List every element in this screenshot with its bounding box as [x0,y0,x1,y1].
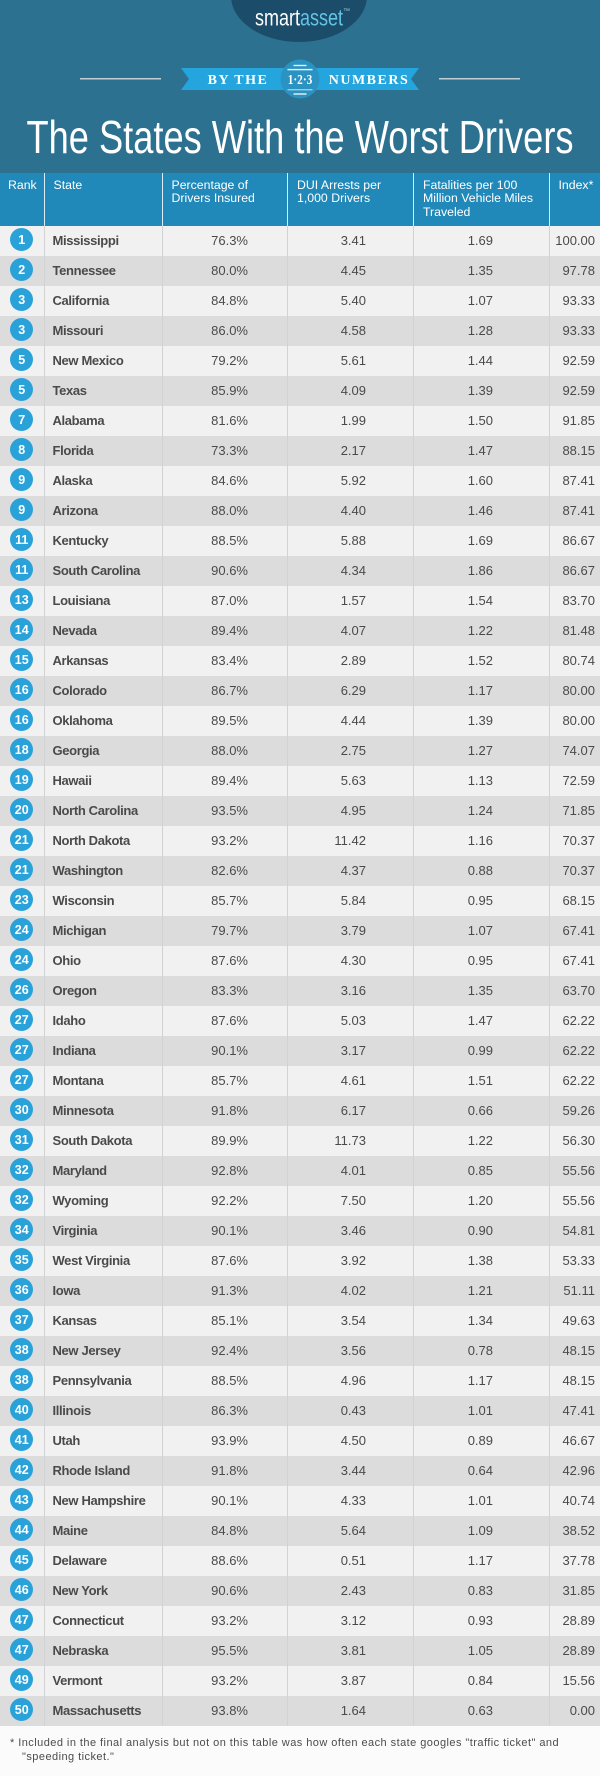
svg-text:1·2·3: 1·2·3 [288,73,313,88]
svg-text:The States With the Worst Driv: The States With the Worst Drivers [27,111,574,163]
svg-text:smartasset: smartasset [255,5,343,31]
svg-text:NUMBERS: NUMBERS [329,73,410,88]
svg-text:™: ™ [343,8,350,15]
svg-text:BY THE: BY THE [208,73,269,88]
